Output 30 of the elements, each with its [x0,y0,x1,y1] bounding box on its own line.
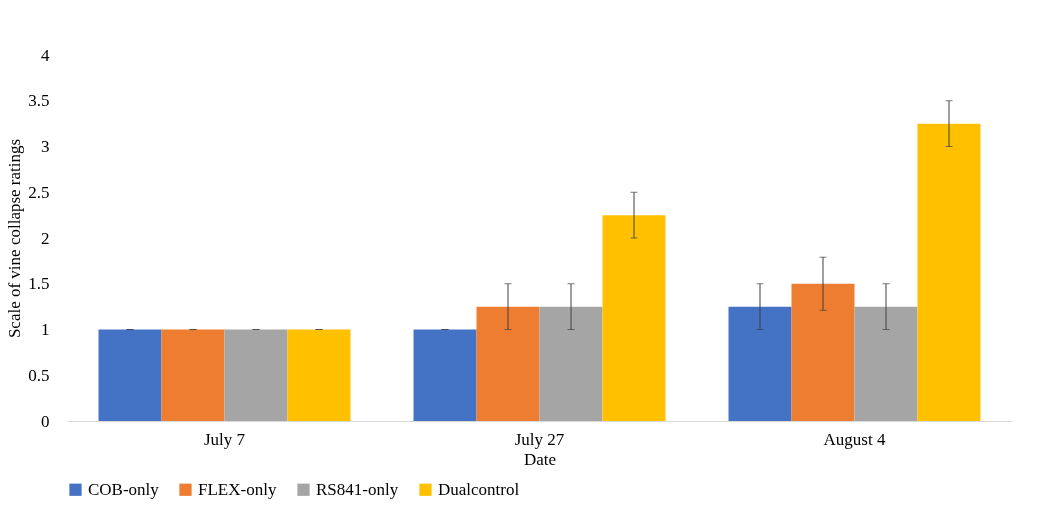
bar [98,329,162,421]
bar [413,329,477,421]
bar [854,306,918,421]
y-tick-label: 4 [41,45,50,65]
bar [791,283,855,421]
bar [917,123,981,421]
y-tick-label: 3 [41,137,50,156]
x-tick-label: July 7 [203,429,246,449]
y-tick-label: 2.5 [28,182,50,202]
y-tick-label: 3.5 [28,91,50,111]
legend-label: RS841-only [316,479,399,499]
bar [728,306,792,421]
y-tick-label: 1.5 [28,274,50,294]
bar [539,306,603,421]
legend-label: FLEX-only [198,479,277,499]
legend-label: COB-only [88,479,160,499]
x-tick-label: August 4 [823,429,886,449]
y-tick-label: 0.5 [28,365,50,385]
bar [476,306,540,421]
bar [287,329,351,421]
bar [602,215,666,421]
y-tick-label: 0 [41,411,50,431]
y-tick-label: 1 [41,320,50,339]
y-tick-label: 2 [41,228,50,248]
y-axis-title: Scale of vine collapse ratings [5,138,25,339]
bar [224,329,288,421]
x-tick-label: July 27 [514,429,565,449]
legend-label: Dualcontrol [438,479,520,499]
x-axis-title: Date [523,449,557,469]
bar [161,329,225,421]
